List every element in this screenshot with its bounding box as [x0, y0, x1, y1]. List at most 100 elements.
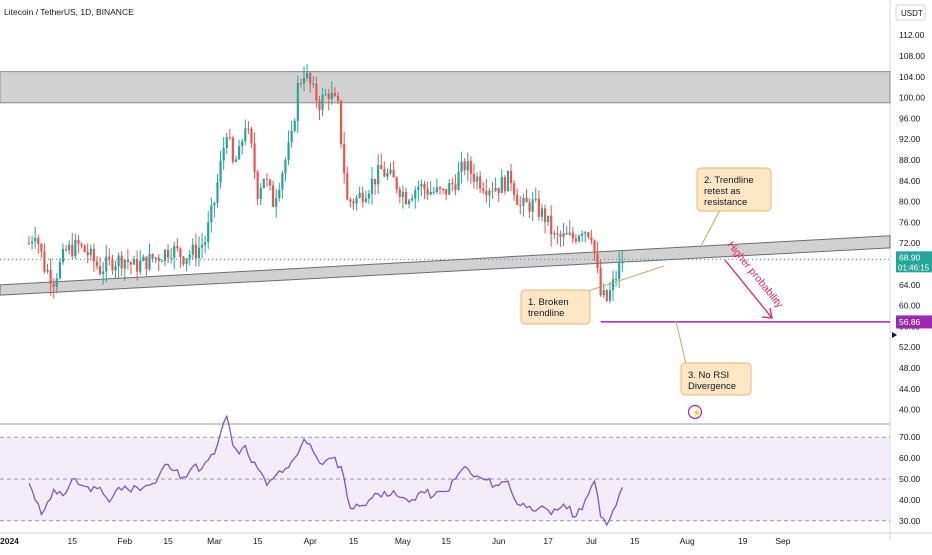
time-tick-label: Jun [492, 536, 506, 546]
candle [52, 278, 55, 299]
note-trendline-retest-text: 2. Trendline retest as resistance [704, 175, 754, 208]
candle-body [429, 191, 432, 195]
candle [321, 88, 324, 117]
candle [247, 121, 250, 134]
candle [383, 161, 386, 178]
candle-body [213, 202, 216, 206]
candle-body [250, 128, 253, 144]
time-tick-label: May [395, 536, 412, 546]
candle-body [469, 161, 472, 174]
currency-button[interactable]: USDT [895, 4, 926, 21]
candle-body [182, 256, 185, 265]
candle [441, 188, 445, 194]
candle-body [253, 143, 256, 172]
candle [296, 75, 299, 133]
candle [126, 249, 129, 270]
rsi-axis: 30.00 40.00 50.00 60.00 70.00 [899, 432, 921, 526]
price-tick-label: 88.00 [899, 155, 921, 165]
candle-body [71, 244, 74, 257]
candle-body [265, 178, 269, 180]
candle-body [466, 161, 469, 171]
candle-body [373, 178, 377, 185]
time-tick-label: 15 [68, 536, 78, 546]
candle [77, 234, 80, 254]
candle [404, 187, 408, 206]
candle [114, 261, 117, 279]
target-price-badge [896, 315, 932, 329]
candle-body [114, 266, 117, 271]
candle [435, 178, 438, 195]
candle-body [559, 234, 562, 237]
candle [259, 183, 262, 206]
time-tick-label: 17 [543, 536, 553, 546]
price-tick-label: 96.00 [899, 113, 921, 123]
candle-body [611, 279, 615, 291]
price-tick-label: 108.00 [899, 51, 925, 61]
candle [491, 181, 494, 199]
candle-body [191, 244, 194, 255]
price-tick-label: 40.00 [899, 405, 921, 415]
candle [556, 226, 559, 245]
candle-body [173, 245, 176, 258]
candle [432, 186, 435, 195]
candle-body [349, 199, 352, 202]
candle-body [281, 173, 284, 190]
candle [281, 170, 284, 199]
candle [74, 234, 77, 260]
candle [525, 188, 528, 203]
candle [411, 194, 414, 202]
candle-body [210, 205, 213, 223]
candle-body [68, 244, 71, 251]
candle-body [163, 249, 167, 262]
candle-body [241, 141, 244, 147]
candle-body [574, 238, 578, 242]
candle-body [309, 73, 312, 84]
axis-marker-arrow [892, 332, 897, 338]
candle-body [417, 186, 420, 191]
candle [139, 250, 142, 275]
candle [278, 182, 281, 202]
candle [472, 163, 476, 189]
candle [268, 178, 272, 191]
candle [503, 174, 506, 195]
candle-body [318, 100, 321, 110]
candle-body [364, 198, 367, 202]
candle [336, 91, 340, 104]
candle-body [185, 258, 188, 265]
candle-body [503, 177, 506, 192]
candle-body [222, 148, 225, 161]
candle-body [139, 260, 142, 272]
candle [451, 177, 454, 191]
candle [426, 181, 429, 200]
candle-body [367, 193, 370, 199]
candle-body [472, 173, 476, 182]
candle [222, 137, 225, 170]
candle-body [377, 165, 380, 185]
candle-body [343, 143, 346, 174]
currency-button-frame [895, 4, 926, 21]
candle [148, 243, 151, 272]
note-trendline-retest-pointer [699, 209, 721, 249]
candle-body [34, 238, 37, 242]
candle [364, 190, 367, 204]
candle-body [482, 188, 485, 192]
price-tick-label: 80.00 [899, 197, 921, 207]
candle-body [438, 187, 442, 189]
candle-body [423, 184, 426, 190]
candle [219, 150, 222, 189]
candle [485, 178, 488, 204]
candle [275, 189, 278, 218]
candle [581, 230, 584, 242]
note-trendline-retest-box [696, 167, 772, 212]
candle-body [488, 190, 491, 196]
candle-body [268, 179, 272, 186]
candle-body [55, 278, 58, 287]
time-tick-label: Aug [680, 536, 695, 546]
candle [516, 188, 519, 206]
price-tick-label: 104.00 [899, 72, 925, 82]
time-tick-label: 15 [163, 536, 173, 546]
candle-body [553, 233, 556, 235]
candle-body [525, 197, 528, 203]
